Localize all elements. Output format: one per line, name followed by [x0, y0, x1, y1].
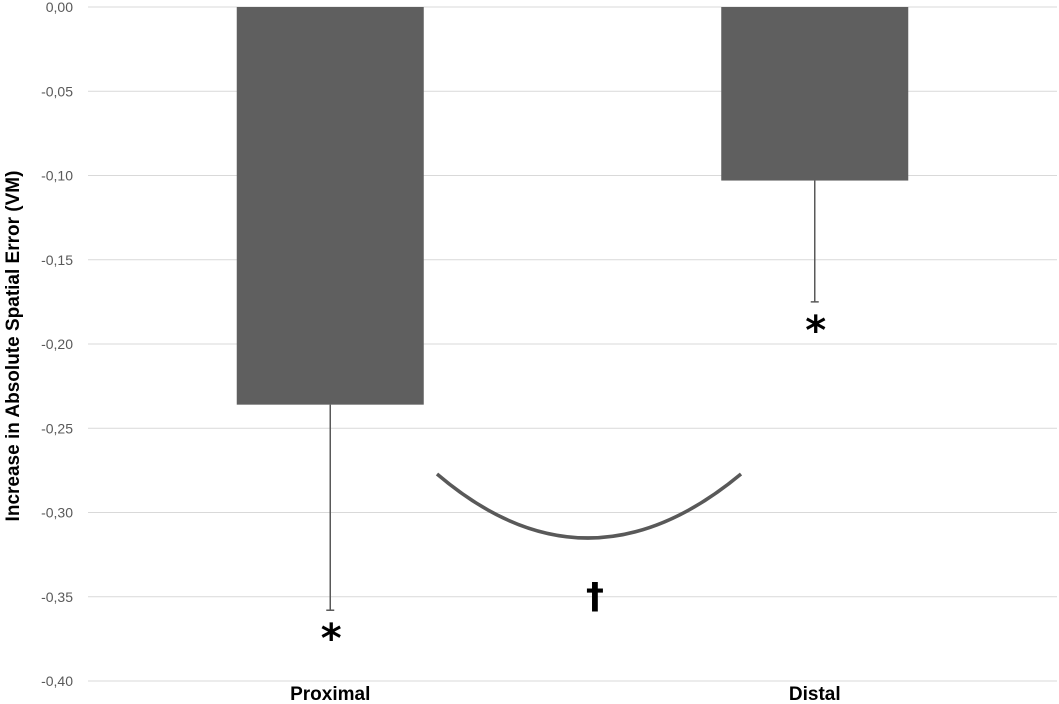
y-tick-label: -0,20 — [41, 336, 73, 352]
y-tick-label: -0,35 — [41, 589, 73, 605]
significance-star: * — [321, 616, 342, 662]
y-tick-label: -0,15 — [41, 252, 73, 268]
significance-star: * — [805, 308, 826, 354]
y-tick-label: -0,05 — [41, 83, 73, 99]
x-tick-label: Distal — [789, 684, 841, 704]
comparison-arc — [435, 472, 743, 540]
bar-distal — [721, 7, 909, 181]
y-axis-title: Increase in Absolute Spatial Error (VM) — [3, 171, 24, 522]
y-tick-label: -0,10 — [41, 168, 73, 184]
error-bars — [326, 180, 819, 611]
gridlines — [88, 6, 1057, 682]
significance-marks: ** — [321, 308, 827, 662]
y-axis-ticks: 0,00 -0,05 -0,10 -0,15 -0,20 -0,25 -0,30 -0,35 -… — [41, 0, 73, 689]
y-tick-label: -0,40 — [41, 673, 73, 689]
x-axis-labels: Proximal Distal — [290, 684, 841, 704]
comparison-mark: † — [586, 576, 604, 617]
y-tick-label: -0,30 — [41, 505, 73, 521]
y-tick-label: -0,25 — [41, 420, 73, 436]
y-tick-label: 0,00 — [46, 0, 73, 15]
bar-proximal — [236, 7, 424, 405]
bars — [236, 7, 909, 405]
x-tick-label: Proximal — [290, 684, 370, 704]
